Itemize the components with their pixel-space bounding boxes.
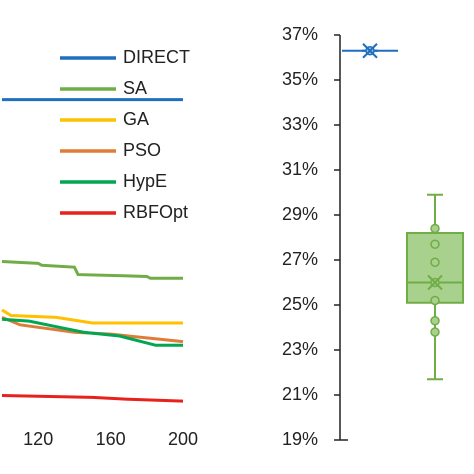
point xyxy=(430,239,440,249)
y-tick-label: 29% xyxy=(282,204,318,224)
x-tick-label: 120 xyxy=(23,429,53,449)
y-tick-label: 23% xyxy=(282,339,318,359)
legend-label: PSO xyxy=(123,140,161,160)
legend-label: RBFOpt xyxy=(123,202,188,222)
legend-label: SA xyxy=(123,78,147,98)
point xyxy=(430,257,440,267)
y-tick-label: 27% xyxy=(282,249,318,269)
x-tick-label: 160 xyxy=(96,429,126,449)
y-tick-label: 33% xyxy=(282,114,318,134)
line xyxy=(1,316,184,344)
line xyxy=(1,308,183,325)
legend-label: DIRECT xyxy=(123,47,190,67)
line xyxy=(1,394,184,403)
y-tick-label: 31% xyxy=(282,159,318,179)
point xyxy=(430,295,440,306)
point xyxy=(430,327,440,337)
y-tick-label: 35% xyxy=(282,69,318,89)
legend-label: HypE xyxy=(123,171,167,191)
line xyxy=(1,317,183,347)
point xyxy=(430,223,440,234)
line xyxy=(1,260,183,280)
mean xyxy=(362,43,378,59)
y-tick-label: 25% xyxy=(282,294,318,314)
y-tick-label: 21% xyxy=(282,384,318,404)
legend-label: GA xyxy=(123,109,149,129)
y-tick-label: 37% xyxy=(282,24,318,44)
x-tick-label: 200 xyxy=(168,429,198,449)
y-tick-label: 19% xyxy=(282,429,318,449)
point xyxy=(430,316,440,326)
mean xyxy=(427,274,443,291)
